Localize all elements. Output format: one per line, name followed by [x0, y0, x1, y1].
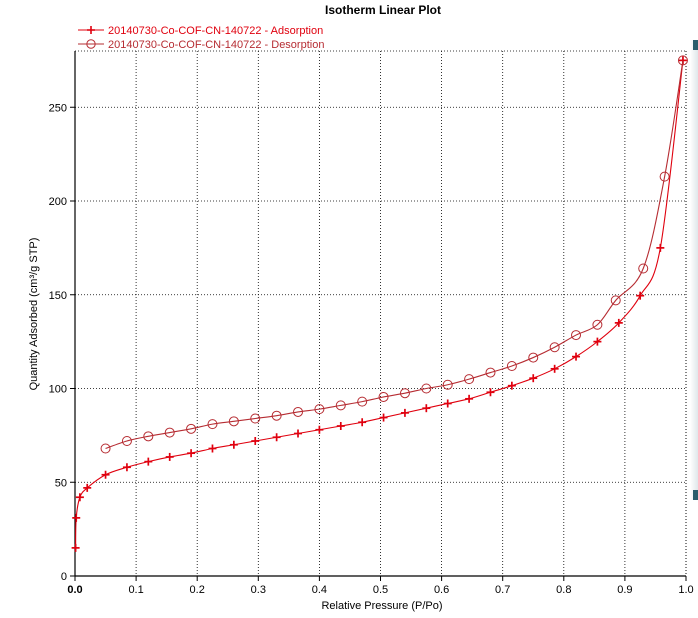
data-point-desorption — [314, 404, 325, 415]
data-point-desorption — [186, 423, 197, 434]
data-point-adsorption — [229, 440, 238, 449]
data-point-adsorption — [358, 418, 367, 427]
data-point-desorption — [100, 443, 111, 454]
x-tick-label: 0.2 — [190, 584, 205, 596]
data-point-adsorption — [465, 394, 474, 403]
data-point-adsorption — [614, 318, 623, 327]
data-point-desorption — [506, 361, 517, 371]
data-point-desorption — [293, 406, 304, 417]
data-point-adsorption — [486, 388, 495, 397]
series-desorption — [100, 55, 688, 454]
grid — [75, 50, 687, 576]
x-tick-label: 0.9 — [617, 584, 632, 596]
data-point-desorption — [271, 410, 282, 421]
data-point-desorption — [207, 419, 218, 430]
data-point-adsorption — [101, 470, 110, 479]
data-point-adsorption — [336, 422, 345, 430]
data-point-adsorption — [83, 483, 92, 492]
data-point-adsorption — [251, 437, 260, 445]
data-point-adsorption — [294, 429, 303, 438]
y-axis-label: Quantity Adsorbed (cm³/g STP) — [28, 238, 40, 391]
y-tick-label: 50 — [55, 477, 67, 489]
data-point-adsorption — [315, 425, 324, 434]
data-point-desorption — [121, 436, 132, 446]
data-point-adsorption — [272, 433, 281, 442]
data-point-desorption — [549, 342, 560, 353]
data-point-adsorption — [572, 352, 581, 361]
data-point-adsorption — [72, 513, 81, 522]
legend-item-adsorption: 20140730-Co-COF-CN-140722 - Adsorption — [78, 25, 323, 37]
data-point-adsorption — [75, 493, 84, 502]
series-line-adsorption — [75, 60, 684, 548]
data-point-desorption — [421, 383, 432, 394]
data-point-adsorption — [165, 452, 174, 461]
series-line-desorption — [105, 60, 684, 450]
data-point-adsorption — [422, 404, 431, 413]
data-point-desorption — [399, 388, 410, 399]
legend-desorption-marker — [86, 39, 96, 49]
data-point-desorption — [610, 295, 621, 306]
data-point-adsorption — [593, 337, 602, 346]
legend-label-desorption: 20140730-Co-COF-CN-140722 - Desorption — [108, 39, 324, 51]
x-tick-label: 0.6 — [434, 584, 449, 596]
x-tick-label: 0.4 — [312, 584, 327, 596]
data-point-desorption — [442, 379, 453, 390]
data-point-adsorption — [656, 243, 665, 252]
data-point-desorption — [378, 391, 389, 402]
data-point-desorption — [592, 319, 603, 330]
data-point-adsorption — [208, 444, 217, 453]
data-point-desorption — [638, 263, 649, 274]
data-point-adsorption — [379, 413, 388, 422]
window-edge-cap-bottom — [693, 490, 698, 500]
x-tick-label: 1.0 — [678, 584, 693, 596]
data-point-adsorption — [122, 463, 131, 472]
data-point-desorption — [143, 431, 154, 442]
series-adsorption — [71, 56, 687, 552]
axes: 0.0 0.1 0.2 0.3 0.4 0.5 0.6 0.7 0.8 0.9 1.0 0 50 100 1… — [49, 51, 694, 596]
x-tick-label: 0.0 — [67, 584, 82, 596]
data-point-desorption — [677, 55, 688, 66]
data-point-desorption — [335, 400, 346, 411]
data-point-adsorption — [507, 381, 516, 390]
x-tick-label: 0.1 — [128, 584, 143, 596]
legend-item-desorption: 20140730-Co-COF-CN-140722 - Desorption — [78, 39, 324, 51]
y-tick-label: 200 — [49, 196, 67, 208]
data-point-adsorption — [187, 449, 196, 458]
legend: 20140730-Co-COF-CN-140722 - Adsorption 2… — [78, 25, 324, 51]
x-tick-label: 0.3 — [251, 584, 266, 596]
window-edge-cap-top — [693, 40, 698, 50]
data-point-adsorption — [400, 408, 409, 417]
data-point-adsorption — [636, 291, 645, 300]
data-point-desorption — [164, 427, 175, 438]
data-point-adsorption — [144, 457, 153, 466]
x-tick-label: 0.5 — [373, 584, 388, 596]
legend-label-adsorption: 20140730-Co-COF-CN-140722 - Adsorption — [108, 25, 323, 37]
data-point-desorption — [250, 413, 261, 424]
x-axis-label: Relative Pressure (P/Po) — [321, 600, 442, 612]
x-tick-label: 0.7 — [495, 584, 510, 596]
y-tick-label: 250 — [49, 102, 67, 114]
data-point-desorption — [228, 416, 239, 427]
data-point-desorption — [659, 171, 670, 182]
chart-title: Isotherm Linear Plot — [325, 3, 441, 17]
data-point-desorption — [485, 367, 496, 378]
data-point-desorption — [571, 330, 582, 341]
data-point-desorption — [528, 352, 539, 363]
y-tick-label: 150 — [49, 290, 67, 302]
data-point-desorption — [464, 374, 475, 385]
data-point-adsorption — [443, 399, 452, 408]
data-point-adsorption — [71, 543, 80, 552]
data-point-desorption — [357, 396, 368, 407]
x-tick-label: 0.8 — [556, 584, 571, 596]
y-tick-label: 0 — [61, 571, 67, 583]
window-edge — [690, 40, 698, 500]
data-point-adsorption — [529, 374, 538, 383]
series — [71, 55, 688, 552]
y-tick-label: 100 — [49, 384, 67, 396]
data-point-adsorption — [550, 364, 559, 373]
